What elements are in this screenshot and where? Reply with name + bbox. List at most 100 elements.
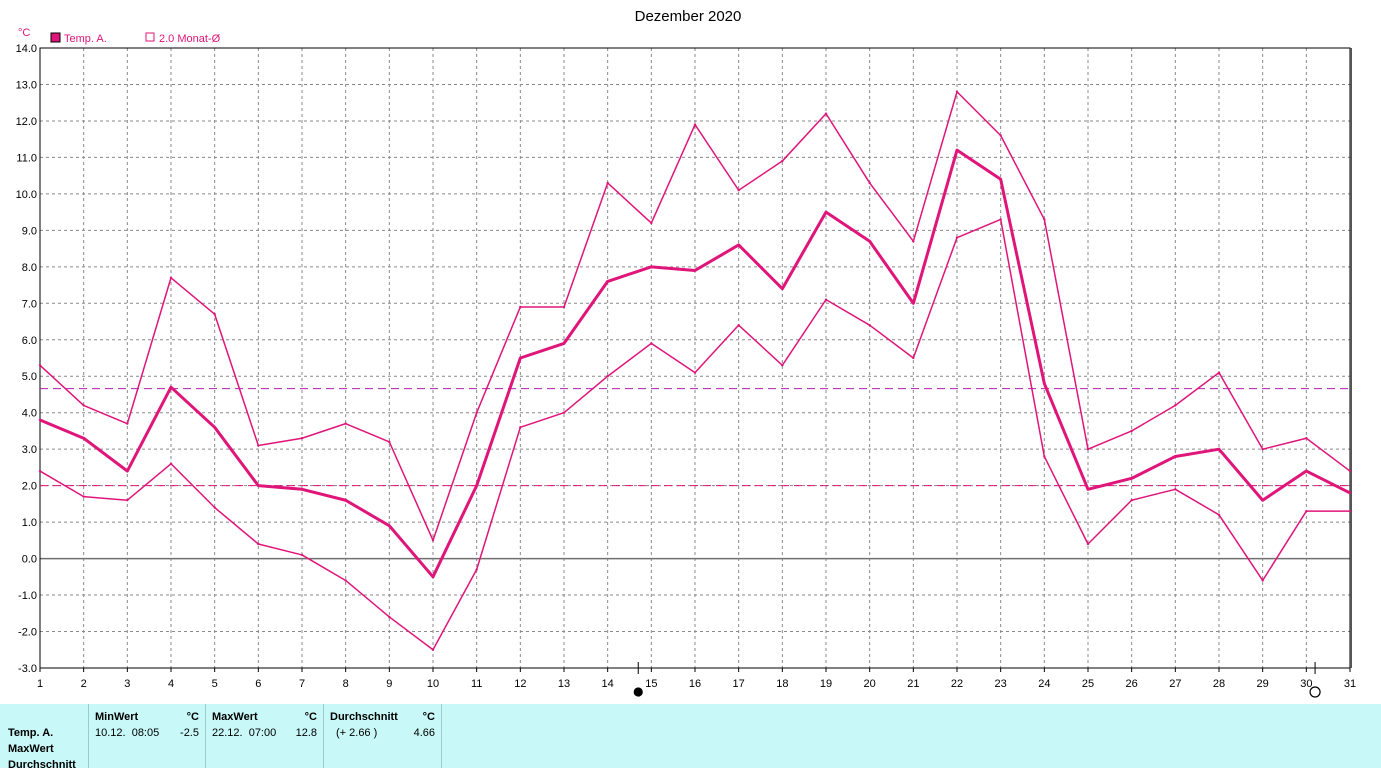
data-point (213, 506, 216, 509)
x-tick-label: 16 (689, 678, 701, 690)
minwert-header: MinWert (95, 711, 139, 723)
data-point (868, 240, 871, 243)
data-point (1261, 579, 1264, 582)
maxwert-value: 12.8 (295, 727, 317, 739)
data-point (955, 90, 959, 93)
data-point (606, 375, 609, 378)
data-point (650, 342, 653, 345)
legend-swatch-filled (50, 32, 61, 43)
data-point (693, 123, 697, 126)
data-point (126, 422, 129, 425)
x-tick-label: 11 (471, 678, 482, 690)
data-point (868, 323, 871, 327)
data-point (562, 411, 566, 414)
data-point (1130, 429, 1133, 433)
new-moon-icon (1309, 686, 1321, 698)
y-tick-label: 9.0 (22, 225, 37, 237)
data-point (1305, 509, 1308, 513)
statistics-panel: Temp. A. MaxWert Durchschnitt MinWert °C… (0, 704, 1381, 771)
data-point (475, 484, 478, 487)
data-point (38, 418, 42, 422)
data-point (1305, 469, 1308, 473)
x-tick-label: 31 (1344, 678, 1356, 690)
data-point (1261, 499, 1264, 502)
x-tick-label: 26 (1126, 678, 1138, 690)
row-label-max: MaxWert (8, 743, 54, 755)
y-tick-labels: 14.0 13.0 12.0 11.0 10.0 9.0 8.0 7.0 6.0 5.0 4.0 3.… (16, 43, 37, 675)
data-point (868, 181, 871, 185)
x-tick-label: 21 (907, 678, 919, 690)
data-point (82, 404, 85, 407)
data-point (562, 305, 566, 309)
data-point (126, 469, 129, 473)
x-tick-label: 22 (951, 678, 963, 690)
data-point (1305, 437, 1308, 440)
data-point (1043, 218, 1046, 221)
data-point (169, 462, 173, 465)
x-tick-label: 25 (1082, 678, 1094, 690)
data-point (388, 524, 391, 527)
data-point (824, 298, 828, 301)
x-tick-label: 19 (820, 678, 832, 690)
legend-swatch-outline (145, 32, 155, 42)
y-tick-label: 7.0 (22, 298, 37, 310)
y-tick-label: -1.0 (18, 590, 37, 602)
temperature-chart: Dezember 2020 °C Temp. A. 2.0 Monat-Ø 14… (16, 8, 1356, 698)
data-point (1130, 499, 1133, 502)
y-tick-label: -2.0 (18, 627, 37, 639)
data-point (388, 615, 391, 619)
x-tick-label: 9 (386, 678, 392, 690)
y-tick-label: 10.0 (16, 189, 37, 201)
minwert-unit: °C (186, 711, 199, 723)
y-axis-unit: °C (18, 27, 30, 39)
data-point (562, 342, 566, 345)
data-point (824, 112, 828, 115)
data-point (912, 356, 915, 360)
data-point (344, 499, 347, 502)
x-tick-label: 7 (299, 678, 305, 690)
y-tick-label: 14.0 (16, 43, 37, 55)
data-point (1043, 455, 1046, 458)
data-point (1348, 469, 1352, 473)
x-tick-label: 23 (995, 678, 1007, 690)
minwert-column: MinWert °C 10.12. 08:05 -2.5 (88, 704, 205, 768)
x-tick-label: 2 (81, 678, 87, 690)
y-tick-label: 8.0 (22, 262, 37, 274)
series-lines (38, 90, 1352, 651)
data-point (169, 276, 173, 279)
data-point (781, 364, 784, 367)
x-tick-label: 17 (733, 678, 745, 690)
legend: Temp. A. 2.0 Monat-Ø (50, 32, 221, 45)
y-tick-label: 12.0 (16, 116, 37, 128)
data-point (1261, 447, 1264, 451)
y-tick-label: 1.0 (22, 517, 37, 529)
data-point (1174, 488, 1177, 491)
x-tick-label: 4 (168, 678, 174, 690)
x-tick-label: 29 (1257, 678, 1269, 690)
chart-title: Dezember 2020 (635, 8, 742, 25)
data-point (1174, 455, 1177, 458)
data-point (519, 356, 522, 360)
data-point (300, 553, 304, 557)
minwert-datetime: 10.12. 08:05 (95, 727, 160, 739)
durchschnitt-delta: (+ 2.66 ) (336, 727, 378, 739)
x-tick-label: 1 (37, 678, 43, 690)
data-point (519, 426, 522, 429)
row-label-temp: Temp. A. (8, 727, 54, 739)
data-point (999, 134, 1002, 137)
x-tick-label: 12 (514, 678, 526, 690)
data-point (1130, 477, 1133, 480)
y-tick-label: 3.0 (22, 444, 37, 456)
data-point (1217, 513, 1221, 517)
reference-lines (40, 388, 1350, 487)
y-tick-label: 4.0 (22, 408, 37, 420)
x-tick-label: 6 (255, 678, 261, 690)
data-point (824, 210, 828, 214)
durchschnitt-column: Durchschnitt °C (+ 2.66 ) 4.66 (323, 704, 442, 768)
data-point (1174, 404, 1177, 407)
x-tick-label: 10 (427, 678, 439, 690)
data-point (606, 181, 609, 185)
data-point (912, 240, 915, 243)
data-point (126, 499, 129, 502)
data-point (431, 648, 435, 651)
